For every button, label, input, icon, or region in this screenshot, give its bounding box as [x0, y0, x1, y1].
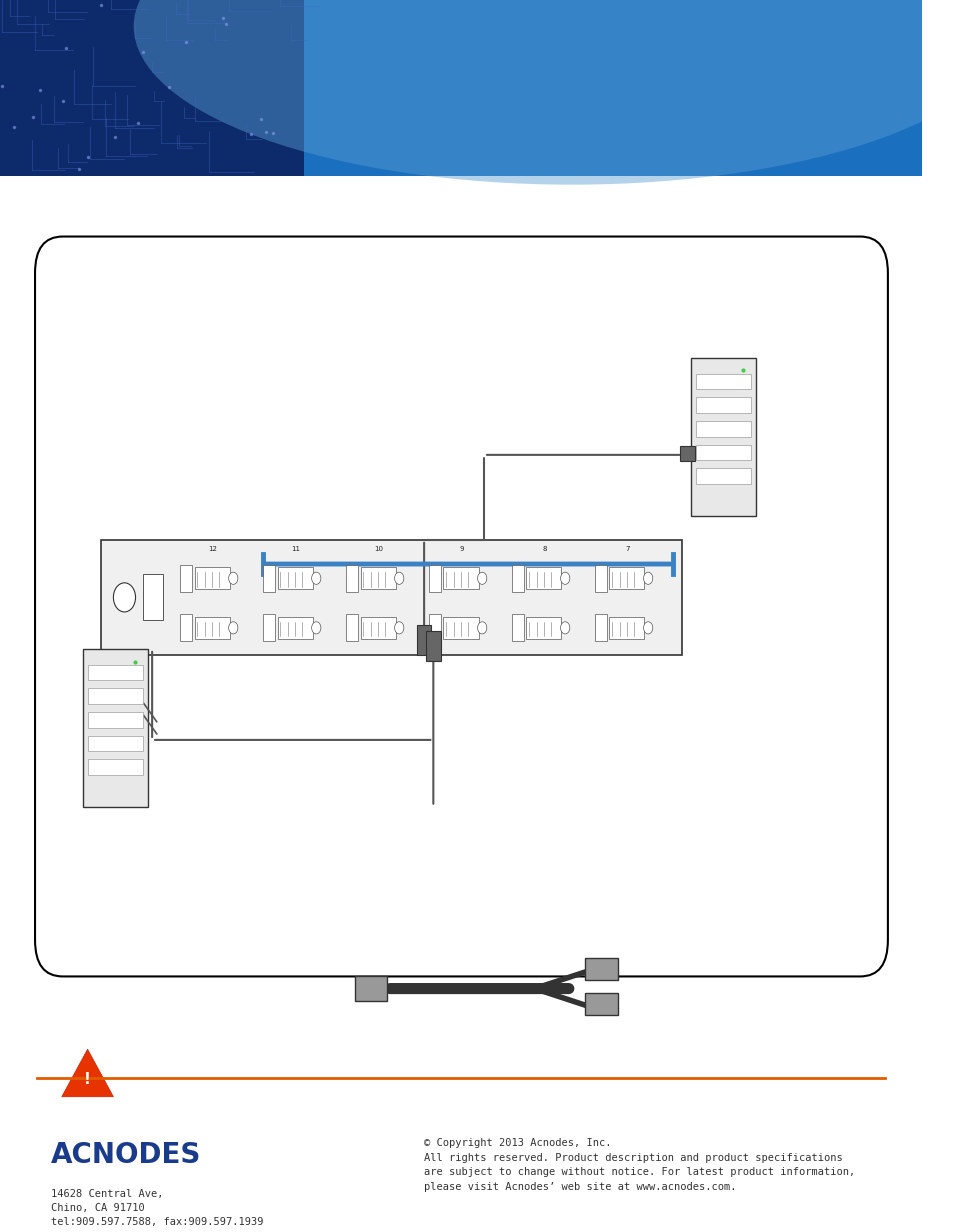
Circle shape — [312, 572, 320, 584]
FancyBboxPatch shape — [179, 615, 192, 641]
FancyBboxPatch shape — [88, 736, 143, 752]
FancyBboxPatch shape — [511, 565, 523, 591]
FancyBboxPatch shape — [101, 540, 681, 655]
FancyBboxPatch shape — [696, 397, 751, 413]
FancyBboxPatch shape — [262, 615, 274, 641]
Circle shape — [560, 622, 569, 634]
FancyBboxPatch shape — [428, 615, 440, 641]
Text: 12: 12 — [209, 546, 217, 552]
Circle shape — [395, 572, 403, 584]
FancyBboxPatch shape — [88, 689, 143, 705]
FancyBboxPatch shape — [691, 357, 755, 515]
FancyBboxPatch shape — [585, 958, 618, 981]
FancyBboxPatch shape — [0, 0, 921, 176]
FancyBboxPatch shape — [360, 568, 395, 589]
FancyBboxPatch shape — [609, 617, 644, 638]
FancyBboxPatch shape — [426, 631, 440, 662]
FancyBboxPatch shape — [355, 977, 387, 1000]
FancyBboxPatch shape — [428, 565, 440, 591]
Circle shape — [477, 572, 486, 584]
FancyBboxPatch shape — [696, 468, 751, 484]
FancyBboxPatch shape — [679, 446, 695, 461]
Text: ACNODES: ACNODES — [51, 1141, 201, 1169]
FancyBboxPatch shape — [696, 421, 751, 436]
FancyBboxPatch shape — [88, 665, 143, 680]
FancyBboxPatch shape — [594, 565, 606, 591]
Text: 10: 10 — [374, 546, 383, 552]
FancyBboxPatch shape — [143, 574, 163, 621]
FancyBboxPatch shape — [360, 617, 395, 638]
Text: 14628 Central Ave,
Chino, CA 91710
tel:909.597.7588, fax:909.597.1939: 14628 Central Ave, Chino, CA 91710 tel:9… — [51, 1189, 263, 1227]
FancyBboxPatch shape — [88, 759, 143, 775]
FancyBboxPatch shape — [83, 649, 148, 807]
Circle shape — [643, 622, 652, 634]
Polygon shape — [62, 1050, 113, 1096]
Text: © Copyright 2013 Acnodes, Inc.
All rights reserved. Product description and prod: © Copyright 2013 Acnodes, Inc. All right… — [424, 1138, 855, 1193]
Text: 7: 7 — [625, 546, 630, 552]
Circle shape — [312, 622, 320, 634]
Text: 1U Rackmount LCD Keyboard Drawer: 1U Rackmount LCD Keyboard Drawer — [481, 1112, 844, 1131]
Text: KDH81712/81912: KDH81712/81912 — [446, 1064, 881, 1108]
Circle shape — [560, 572, 569, 584]
Text: 8: 8 — [542, 546, 547, 552]
FancyBboxPatch shape — [696, 373, 751, 389]
FancyBboxPatch shape — [277, 617, 313, 638]
FancyBboxPatch shape — [194, 617, 230, 638]
Text: !: ! — [84, 1072, 91, 1088]
FancyBboxPatch shape — [696, 445, 751, 461]
FancyBboxPatch shape — [179, 565, 192, 591]
Circle shape — [643, 572, 652, 584]
Circle shape — [229, 572, 237, 584]
FancyBboxPatch shape — [88, 712, 143, 728]
Circle shape — [229, 622, 237, 634]
FancyBboxPatch shape — [345, 565, 357, 591]
Circle shape — [395, 622, 403, 634]
FancyBboxPatch shape — [526, 568, 561, 589]
Text: 9: 9 — [459, 546, 464, 552]
FancyBboxPatch shape — [0, 0, 304, 176]
Ellipse shape — [133, 0, 953, 185]
FancyBboxPatch shape — [443, 568, 478, 589]
FancyBboxPatch shape — [194, 568, 230, 589]
FancyBboxPatch shape — [609, 568, 644, 589]
FancyBboxPatch shape — [35, 237, 887, 977]
Circle shape — [477, 622, 486, 634]
FancyBboxPatch shape — [345, 615, 357, 641]
Text: 11: 11 — [292, 546, 300, 552]
Circle shape — [113, 583, 135, 612]
FancyBboxPatch shape — [277, 568, 313, 589]
FancyBboxPatch shape — [594, 615, 606, 641]
FancyBboxPatch shape — [585, 993, 618, 1015]
FancyBboxPatch shape — [416, 625, 431, 655]
FancyBboxPatch shape — [526, 617, 561, 638]
FancyBboxPatch shape — [511, 615, 523, 641]
FancyBboxPatch shape — [443, 617, 478, 638]
FancyBboxPatch shape — [262, 565, 274, 591]
